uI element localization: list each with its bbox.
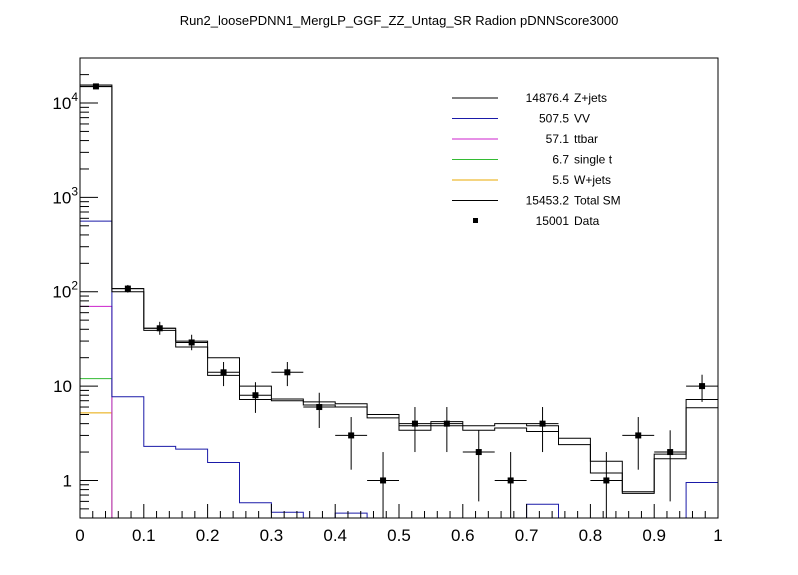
data-point [239,382,272,413]
legend-yield: 57.1 [546,132,570,146]
data-point-marker [380,477,387,484]
legend-yield: 14876.4 [526,91,570,105]
data-point-marker [507,477,514,484]
legend-label: Total SM [574,194,621,208]
legend-yield: 5.5 [552,173,569,187]
histogram-layer [79,84,719,519]
data-point-marker [348,432,355,439]
data-point [303,392,336,428]
data-point-marker [188,339,195,346]
y-tick-label: 1 [63,471,72,490]
data-point-marker [443,420,450,427]
data-point-marker [635,432,642,439]
legend-label: single t [574,153,613,167]
data-point [207,362,240,387]
y-tick-label: 104 [52,90,78,113]
chart-title: Run2_loosePDNN1_MergLP_GGF_ZZ_Untag_SR R… [180,13,619,28]
data-point-marker [252,392,259,399]
data-point-marker [699,383,706,390]
data-point [271,362,304,387]
legend-yield: 15001 [536,214,570,228]
data-point [430,407,463,453]
data-point [111,284,144,293]
data-point-marker [156,325,163,332]
data-point-marker [124,285,131,292]
x-tick-label: 0.1 [132,526,156,545]
legend-yield: 15453.2 [526,194,570,208]
data-point-marker [284,369,291,376]
data-point [462,430,495,502]
x-tick-label: 0.8 [579,526,603,545]
histogram-z-jets [79,86,719,518]
data-point [686,374,718,402]
legend-marker-data [473,218,478,223]
x-tick-label: 0.5 [387,526,411,545]
legend-label: W+jets [574,173,611,187]
data-point-marker [603,477,610,484]
x-tick-label: 1 [713,526,722,545]
x-tick-label: 0 [75,526,84,545]
histogram-total-sm [79,84,719,518]
data-point [143,321,176,335]
data-point-marker [539,420,546,427]
data-point [654,430,687,502]
data-point-marker [316,404,323,411]
x-tick-label: 0.4 [323,526,347,545]
y-tick-label: 102 [52,279,78,302]
legend-yield: 6.7 [552,153,569,167]
data-point [335,417,368,470]
data-point [622,417,655,470]
data-point-marker [92,83,99,90]
legend-yield: 507.5 [539,112,569,126]
data-points-layer [80,83,718,518]
data-point [80,83,112,90]
data-point [399,407,431,453]
data-point-marker [220,369,227,376]
axes-layer: 0 0.1 0.2 0.3 0.4 0.5 0.6 0.7 0.8 0.9 1 1 10 102 103 10… [52,74,723,545]
y-tick-label: 10 [53,377,72,396]
y-tick-label: 103 [52,184,78,207]
legend-label: VV [574,112,590,126]
data-point-marker [411,420,418,427]
x-tick-label: 0.3 [260,526,284,545]
legend-label: Data [574,214,600,228]
data-point-marker [475,449,482,456]
legend: 14876.4 Z+jets 507.5 VV 57.1 ttbar 6.7 single t… [452,91,621,228]
legend-label: Z+jets [574,91,607,105]
x-tick-label: 0.6 [451,526,475,545]
data-point-marker [667,449,674,456]
data-point [367,452,399,518]
x-tick-label: 0.7 [515,526,539,545]
x-tick-label: 0.2 [196,526,220,545]
data-point [526,407,559,453]
legend-label: ttbar [574,132,598,146]
x-tick-label: 0.9 [642,526,666,545]
data-point [175,334,208,351]
data-point [494,452,527,518]
data-point [590,452,623,518]
